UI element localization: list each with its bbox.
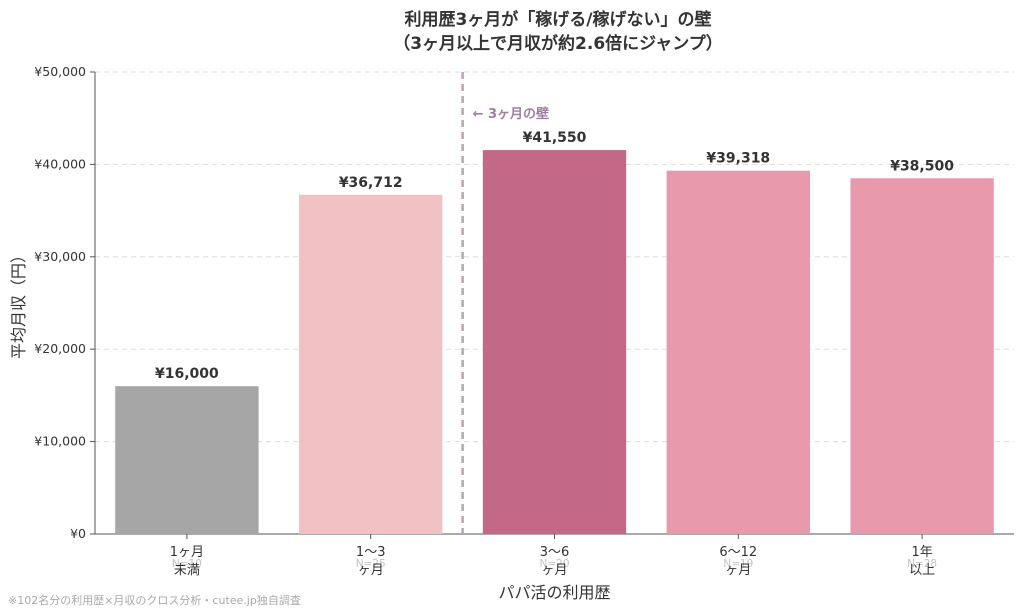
y-axis-ticks: ¥0 ¥10,000 ¥20,000 ¥30,000 ¥40,000 ¥50,000	[34, 64, 95, 541]
bar-value-label: ¥41,550	[523, 130, 587, 146]
chart-subtitle: （3ヶ月以上で月収が約2.6倍にジャンプ）	[393, 33, 723, 54]
x-category-label-line1: 1ヶ月	[170, 545, 204, 560]
x-category-label-line1: 1〜3	[356, 545, 386, 560]
x-category-sample-size: N=10	[172, 558, 202, 570]
y-tick-label: ¥40,000	[34, 156, 86, 171]
y-tick-label: ¥0	[70, 526, 86, 541]
x-category-sample-size: N=25	[356, 558, 386, 570]
footnote: ※102名分の利用歴×月収のクロス分析・cutee.jp独自調査	[8, 593, 301, 607]
y-tick-label: ¥30,000	[34, 249, 86, 264]
x-category-label-line2: 未満	[174, 563, 200, 578]
bar-value-labels: ¥16,000 ¥36,712 ¥41,550 ¥39,318 ¥38,500	[155, 130, 954, 382]
x-category-label-line1: 1年	[911, 545, 932, 560]
bar	[482, 150, 627, 534]
three-month-wall-annotation: ← 3ヶ月の壁	[473, 106, 549, 122]
bar	[850, 178, 994, 534]
y-tick-label: ¥50,000	[34, 64, 86, 79]
y-tick-label: ¥20,000	[34, 341, 86, 356]
bars	[115, 150, 994, 535]
bar	[666, 170, 810, 535]
y-axis-title: 平均月収（円）	[9, 247, 28, 359]
bar-value-label: ¥36,712	[339, 175, 403, 191]
x-category-label-line1: 6〜12	[719, 545, 757, 560]
x-category-label-line2: ヶ月	[358, 563, 384, 578]
x-category-label-line2: 以上	[909, 563, 935, 578]
chart-title: 利用歴3ヶ月が「稼げる/稼げない」の壁	[404, 9, 711, 30]
x-axis-categories: 1ヶ月N=10未満1〜3N=25ヶ月3〜6N=20ヶ月6〜12N=19ヶ月1年N…	[170, 534, 937, 578]
x-category-sample-size: N=19	[723, 558, 753, 570]
bar	[299, 194, 443, 534]
bar-value-label: ¥39,318	[706, 151, 770, 167]
x-category-label-line1: 3〜6	[540, 545, 570, 560]
bar-value-label: ¥16,000	[155, 366, 219, 382]
x-category-label-line2: ヶ月	[541, 563, 567, 578]
bar	[115, 386, 259, 534]
x-category-sample-size: N=28	[907, 558, 937, 570]
x-axis-title: パパ活の利用歴	[498, 583, 610, 602]
x-category-sample-size: N=20	[539, 558, 569, 570]
y-tick-label: ¥10,000	[34, 434, 86, 449]
x-category-label-line2: ヶ月	[725, 563, 751, 578]
bar-value-label: ¥38,500	[890, 158, 954, 174]
